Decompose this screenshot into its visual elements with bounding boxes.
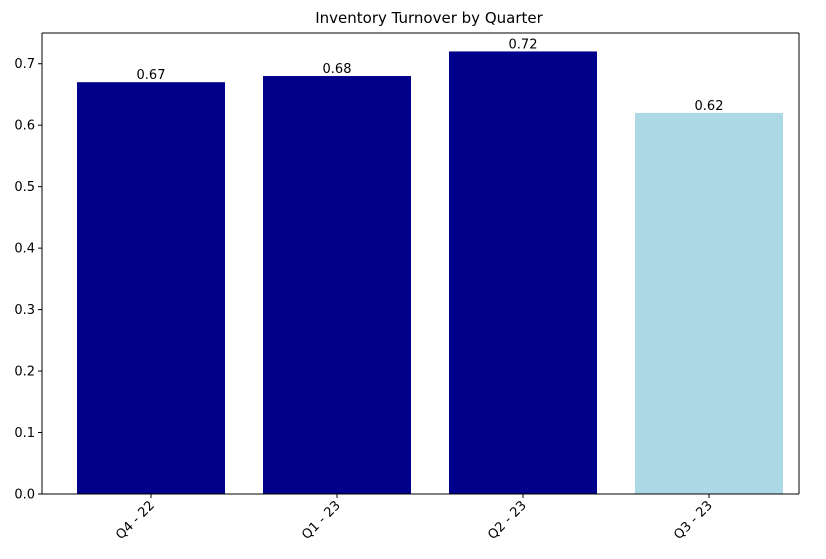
- y-tick-label-2: 0.2: [14, 365, 35, 380]
- y-tick-label-5: 0.5: [14, 180, 35, 195]
- bar-value-label-3: 0.62: [695, 99, 724, 114]
- plot-area: 0.67 0.68 0.72 0.62 0.0 0.1 0.2 0.3 0.4 0.5 0.6 0.7…: [14, 32, 800, 543]
- y-tick-label-4: 0.4: [14, 242, 35, 257]
- y-tick-label-0: 0.0: [14, 488, 35, 503]
- y-tick-label-3: 0.3: [14, 303, 35, 318]
- bar-value-label-0: 0.67: [137, 68, 166, 83]
- y-tick-label-7: 0.7: [14, 57, 35, 72]
- chart-title: Inventory Turnover by Quarter: [315, 9, 543, 27]
- x-tick-label-0: Q4 - 22: [113, 498, 158, 543]
- x-tick-label-1: Q1 - 23: [299, 498, 344, 543]
- bar-3: [635, 112, 783, 494]
- bar-0: [77, 82, 225, 494]
- bar-1: [263, 76, 411, 494]
- x-tick-label-2: Q2 - 23: [485, 498, 530, 543]
- bar-value-label-2: 0.72: [509, 37, 538, 52]
- x-tick-label-3: Q3 - 23: [671, 498, 716, 543]
- y-tick-label-1: 0.1: [14, 426, 35, 441]
- bar-2: [449, 51, 597, 494]
- bar-value-label-1: 0.68: [323, 62, 352, 77]
- y-tick-label-6: 0.6: [14, 119, 35, 134]
